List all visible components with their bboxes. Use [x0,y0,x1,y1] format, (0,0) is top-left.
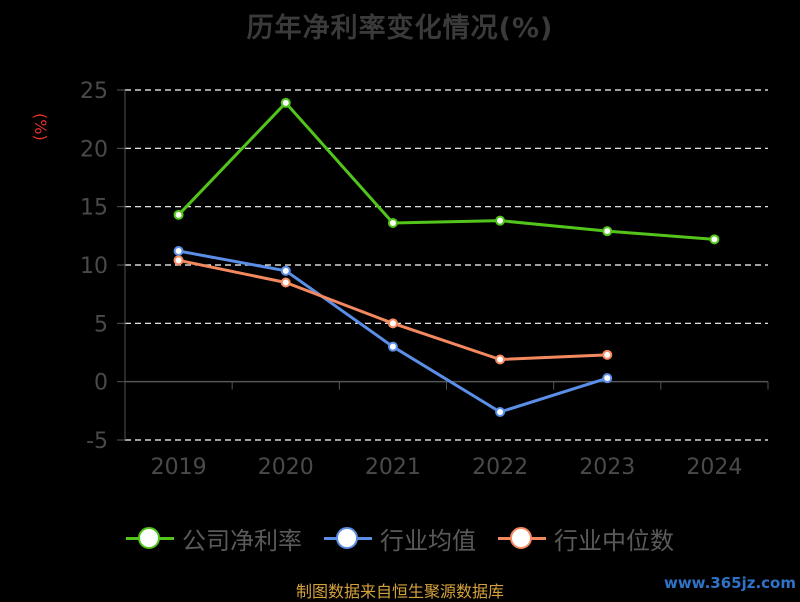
legend-marker-industry-median [498,526,546,550]
legend-label-industry-median: 行业中位数 [554,526,674,555]
y-tick-label: 5 [94,312,108,337]
x-tick-label: 2021 [365,455,421,480]
data-point [709,234,720,245]
legend-marker-industry-mean [324,526,372,550]
gridlines [125,89,768,441]
chart-title: 历年净利率变化情况(%) [246,13,554,44]
legend: 公司净利率 行业均值 行业中位数 [0,518,800,558]
y-tick-label: 0 [94,371,108,396]
data-source-note: 制图数据来自恒生聚源数据库 [295,582,504,601]
legend-item-industry-mean[interactable]: 行业均值 [324,521,476,556]
watermark: www.365jz.com [663,574,796,592]
data-point [280,277,291,288]
data-point [387,341,398,352]
y-tick-label: 15 [80,196,108,221]
data-point [495,354,506,365]
x-tick-label: 2022 [472,455,528,480]
data-point [387,218,398,228]
data-point [173,209,184,220]
y-tick-label: 20 [80,137,108,162]
data-point [495,215,506,226]
legend-item-industry-median[interactable]: 行业中位数 [498,521,674,556]
x-tick-label: 2024 [686,455,742,480]
series-line [177,101,715,241]
data-point [602,226,613,237]
axes: -5 0 5 10 15 20 25 2019 2020 2021 2022 2023 2024 [80,79,769,480]
y-tick-label: 10 [80,254,108,279]
y-tick-label: -5 [86,429,108,454]
x-tick-label: 2019 [151,455,207,480]
data-point [387,318,398,329]
data-point [173,255,184,266]
x-tick-label: 2023 [579,455,635,480]
legend-label-industry-mean: 行业均值 [380,526,476,555]
data-point [602,349,613,360]
legend-marker-company [126,526,174,550]
data-point [495,407,506,417]
legend-label-company: 公司净利率 [182,526,302,555]
y-tick-label: 25 [80,79,108,104]
data-point [280,97,291,108]
series-lines [173,97,720,417]
legend-item-company[interactable]: 公司净利率 [126,521,302,556]
data-point [280,265,291,276]
x-tick-label: 2020 [258,455,314,480]
data-point [173,246,184,256]
data-point [602,373,613,384]
